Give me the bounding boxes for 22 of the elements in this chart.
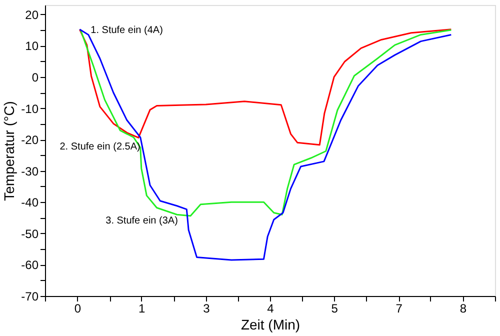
x-axis-title: Zeit (Min) [240,316,300,332]
annotation: 3. Stufe ein (3A) [106,216,178,227]
y-tick-label: -20 [21,133,39,148]
y-tick-label: 20 [25,8,39,22]
x-tick-label: 8 [460,302,467,316]
y-tick-label: 10 [25,39,39,54]
x-tick-label: 4 [267,302,274,316]
annotation: 1. Stufe ein (4A) [90,25,163,36]
y-tick-label: -60 [21,258,39,272]
x-tick-label: 7 [396,302,403,316]
x-tick-label: 0 [74,302,82,316]
y-tick-label: -50 [21,226,39,241]
y-axis-title: Temperatur (°C) [1,101,18,201]
x-tick-label: 5 [331,302,338,316]
annotation: 2. Stufe ein (2.5A) [60,142,140,153]
y-tick-label: -70 [21,290,39,304]
y-tick-label: -40 [21,196,39,210]
y-tick-label: -30 [21,164,39,178]
y-tick-label: 0 [32,70,39,84]
x-tick-label: 3 [203,302,210,316]
y-tick-label: -10 [21,102,39,116]
x-tick-label: 1 [138,302,146,316]
